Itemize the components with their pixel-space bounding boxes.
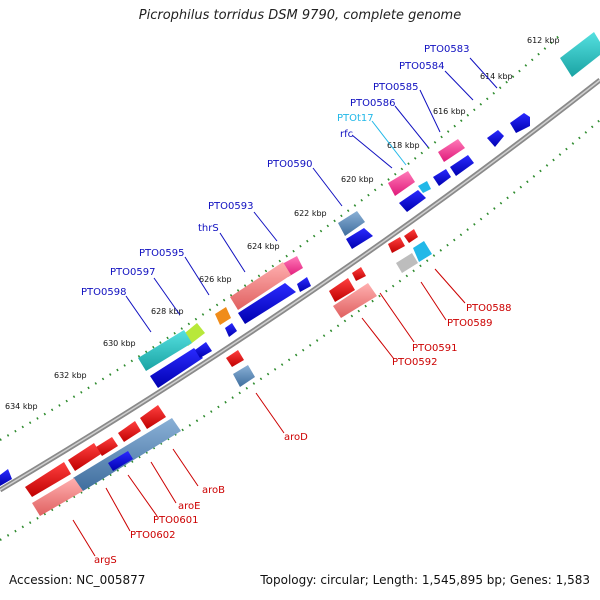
gene-PTO0586[interactable]	[438, 139, 465, 162]
gene-misc[interactable]	[238, 283, 296, 324]
map-title: Picrophilus torridus DSM 9790, complete …	[138, 8, 462, 23]
tick-label: 614 kbp	[480, 72, 513, 81]
gene-PTO0598[interactable]	[138, 330, 192, 371]
forward-strand-genes	[0, 32, 600, 486]
tick-label: 616 kbp	[433, 107, 466, 116]
gene-PTO0585[interactable]	[487, 130, 504, 147]
gene-PTO0589[interactable]	[396, 253, 418, 273]
gene-PTO0595[interactable]	[215, 307, 231, 325]
gene-aroE[interactable]	[118, 421, 141, 442]
gene-PTOt17[interactable]	[418, 181, 431, 193]
gene-argS-upper[interactable]	[25, 462, 71, 497]
gene-misc[interactable]	[433, 169, 451, 186]
tick-label: 632 kbp	[54, 371, 87, 380]
gene-misc[interactable]	[297, 277, 311, 292]
tick-label: 620 kbp	[341, 175, 374, 184]
gene-argS[interactable]	[32, 478, 83, 516]
label-PTO0591[interactable]: PTO0591	[412, 343, 457, 354]
label-PTO0585[interactable]: PTO0585	[373, 82, 418, 93]
gene-PTO0590[interactable]	[338, 211, 365, 236]
gene-misc[interactable]	[225, 323, 237, 337]
gene-aroD[interactable]	[233, 365, 255, 387]
label-PTO0589[interactable]: PTO0589	[447, 318, 492, 329]
label-PTO0598[interactable]: PTO0598	[81, 287, 126, 298]
gene-misc[interactable]	[346, 228, 373, 249]
tick-label: 634 kbp	[5, 402, 38, 411]
gene-thrS[interactable]	[230, 262, 291, 310]
lower-gene-labels: PTO0588 PTO0589 PTO0591 PTO0592 aroD aro…	[94, 303, 511, 566]
gene-misc[interactable]	[404, 229, 418, 243]
label-PTO0597[interactable]: PTO0597	[110, 267, 155, 278]
reverse-strand-genes	[25, 229, 432, 516]
label-PTO0595[interactable]: PTO0595	[139, 248, 184, 259]
label-PTO0593[interactable]: PTO0593	[208, 201, 253, 212]
gene-PTO0588[interactable]	[413, 241, 432, 262]
label-PTO0583[interactable]: PTO0583	[424, 44, 469, 55]
gene-PTO0601[interactable]	[96, 437, 118, 456]
ruler-tick-labels: 612 kbp 614 kbp 616 kbp 618 kbp 620 kbp …	[5, 36, 560, 411]
label-aroE[interactable]: aroE	[178, 501, 200, 512]
gene-misc[interactable]	[0, 469, 12, 486]
label-PTO0590[interactable]: PTO0590	[267, 159, 312, 170]
tick-label: 612 kbp	[527, 36, 560, 45]
gene-aroB[interactable]	[140, 405, 166, 429]
gene-misc[interactable]	[388, 237, 405, 253]
gene-misc[interactable]	[195, 342, 212, 358]
label-argS[interactable]: argS	[94, 555, 117, 566]
label-aroD[interactable]: aroD	[284, 432, 308, 443]
label-PTO0584[interactable]: PTO0584	[399, 61, 444, 72]
gene-misc[interactable]	[352, 267, 366, 281]
label-thrS[interactable]: thrS	[198, 223, 219, 234]
gene-PTO0583[interactable]	[560, 32, 600, 77]
label-PTO0586[interactable]: PTO0586	[350, 98, 395, 109]
gene-misc[interactable]	[68, 443, 101, 471]
label-rfc[interactable]: rfc	[340, 129, 353, 140]
label-PTO0601[interactable]: PTO0601	[153, 515, 198, 526]
accession-text: Accession: NC_005877	[9, 573, 146, 587]
topology-text: Topology: circular; Length: 1,545,895 bp…	[260, 573, 590, 587]
gene-misc[interactable]	[399, 190, 426, 212]
gene-PTO0591[interactable]	[329, 278, 355, 302]
gene-misc[interactable]	[226, 350, 244, 367]
label-PTO0602[interactable]: PTO0602	[130, 530, 175, 541]
upper-leader-lines	[125, 57, 498, 333]
tick-label: 622 kbp	[294, 209, 327, 218]
gene-PTO0592[interactable]	[333, 283, 377, 318]
gene-misc[interactable]	[450, 155, 474, 176]
tick-label: 624 kbp	[247, 242, 280, 251]
tick-label: 628 kbp	[151, 307, 184, 316]
label-PTO0592[interactable]: PTO0592	[392, 357, 437, 368]
gene-misc[interactable]	[150, 348, 203, 388]
label-PTO0588[interactable]: PTO0588	[466, 303, 511, 314]
tick-label: 626 kbp	[199, 275, 232, 284]
tick-label: 618 kbp	[387, 141, 420, 150]
tick-label: 630 kbp	[103, 339, 136, 348]
upper-gene-labels: PTO0583 PTO0584 PTO0585 PTO0586 PTOt17 r…	[81, 44, 469, 298]
gene-misc[interactable]	[108, 451, 133, 471]
label-aroB[interactable]: aroB	[202, 485, 225, 496]
gene-PTO0584[interactable]	[510, 113, 530, 133]
gene-rfc[interactable]	[388, 171, 415, 196]
lower-leader-lines	[72, 268, 466, 557]
label-PTOt17[interactable]: PTOt17	[337, 113, 374, 124]
